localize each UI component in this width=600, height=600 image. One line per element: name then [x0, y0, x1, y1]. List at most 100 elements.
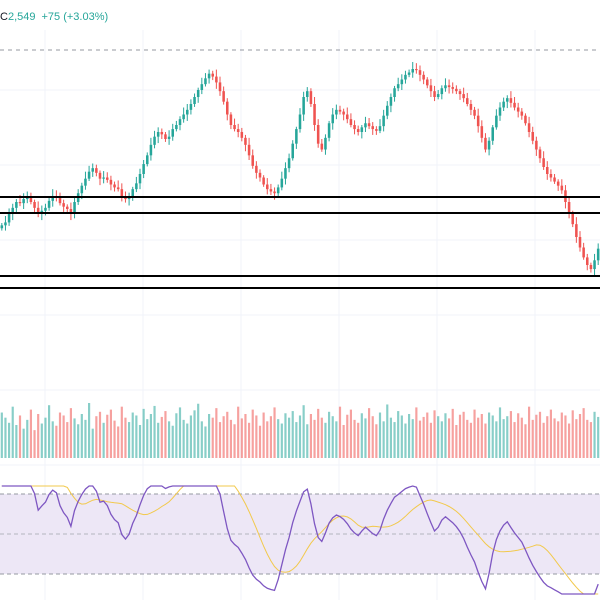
- candle-body: [578, 237, 582, 248]
- candle-body: [378, 126, 382, 131]
- volume-bar: [8, 422, 11, 458]
- close-prefix: C: [0, 11, 8, 23]
- volume-bar: [37, 414, 40, 458]
- volume-bar: [477, 417, 480, 458]
- volume-bar: [55, 425, 58, 458]
- candle-body: [466, 98, 469, 104]
- candle-body: [98, 172, 102, 179]
- volume-bar: [397, 411, 400, 458]
- close-value: 2,549: [8, 11, 36, 23]
- volume-bar: [491, 415, 494, 458]
- volume-bar: [284, 413, 287, 458]
- candle-body: [222, 91, 225, 102]
- candle-body: [116, 187, 120, 190]
- candle-body: [455, 88, 458, 92]
- candle-body: [516, 107, 520, 112]
- volume-bar: [178, 407, 182, 458]
- candle-body: [167, 136, 171, 139]
- volume-bar: [400, 415, 403, 458]
- volume-bar: [480, 414, 483, 458]
- volume-bar: [368, 408, 371, 458]
- volume-bar: [331, 416, 334, 458]
- candle-body: [175, 125, 178, 130]
- volume-bar: [44, 417, 47, 458]
- candle-body: [418, 70, 422, 75]
- volume-bar: [342, 425, 345, 458]
- candle-body: [18, 202, 22, 204]
- volume-bar: [4, 417, 7, 458]
- volume-bar: [95, 416, 98, 458]
- volume-bar: [502, 419, 505, 458]
- candle-body: [153, 136, 156, 145]
- price-change: +75 (+3.03%): [41, 11, 108, 23]
- candle-body: [269, 189, 273, 192]
- candle-body: [426, 79, 429, 86]
- candle-body: [7, 213, 11, 223]
- volume-bar: [553, 418, 556, 458]
- volume-bar: [18, 415, 22, 458]
- candle-body: [251, 155, 254, 166]
- candle-body: [520, 111, 524, 116]
- candle-body: [291, 143, 294, 159]
- rsi-line: [1, 485, 599, 595]
- candle-body: [113, 184, 116, 188]
- candle-body: [538, 149, 542, 159]
- volume-bar: [517, 413, 520, 458]
- candle-body: [553, 177, 556, 182]
- candle-body: [404, 74, 407, 80]
- volume-bar: [578, 414, 582, 458]
- candle-body: [211, 73, 214, 77]
- candle-body: [200, 84, 204, 90]
- volume-bar: [237, 406, 240, 458]
- volume-bar: [364, 418, 367, 458]
- volume-bar: [255, 415, 258, 458]
- candle-body: [556, 181, 560, 186]
- volume-bar: [251, 409, 254, 458]
- volume-bar: [106, 414, 109, 458]
- candle-body: [295, 129, 298, 144]
- candle-body: [11, 207, 14, 214]
- candle-body: [589, 265, 593, 270]
- volume-bar: [462, 411, 465, 458]
- volume-bar: [317, 408, 320, 458]
- volume-bar: [309, 414, 312, 458]
- volume-bar: [229, 419, 232, 458]
- volume-bar: [164, 411, 167, 458]
- volume-bar: [382, 421, 385, 458]
- volume-bar: [160, 416, 163, 458]
- candle-body: [491, 127, 494, 141]
- candle-body: [335, 109, 338, 115]
- volume-bar: [197, 403, 200, 458]
- volume-bar: [473, 409, 476, 458]
- volume-bar: [418, 420, 422, 458]
- volume-bar: [98, 411, 102, 458]
- volume-bar: [349, 409, 352, 458]
- volume-bar: [146, 419, 149, 458]
- candle-body: [451, 87, 454, 89]
- candle-body: [266, 184, 269, 190]
- volume-bar: [451, 408, 454, 458]
- candle-body: [189, 104, 193, 110]
- candle-body: [306, 91, 309, 97]
- candle-body: [458, 91, 462, 95]
- volume-bar: [200, 421, 203, 458]
- volume-bar: [73, 418, 76, 458]
- volume-bar: [218, 422, 222, 458]
- candle-body: [407, 72, 411, 75]
- candle-body: [524, 115, 527, 124]
- candle-body: [389, 97, 393, 106]
- volume-bar: [62, 415, 65, 458]
- candle-body: [506, 98, 509, 102]
- volume-bar: [0, 412, 3, 458]
- volume-bar: [426, 412, 429, 458]
- candle-body: [396, 84, 400, 89]
- candle-body: [73, 202, 76, 214]
- volume-bar: [324, 422, 327, 458]
- candle-body: [429, 85, 433, 92]
- candle-body: [215, 76, 218, 83]
- volume-bar: [557, 421, 560, 458]
- volume-bar: [393, 422, 396, 458]
- volume-bar: [411, 419, 414, 458]
- candle-body: [276, 187, 280, 194]
